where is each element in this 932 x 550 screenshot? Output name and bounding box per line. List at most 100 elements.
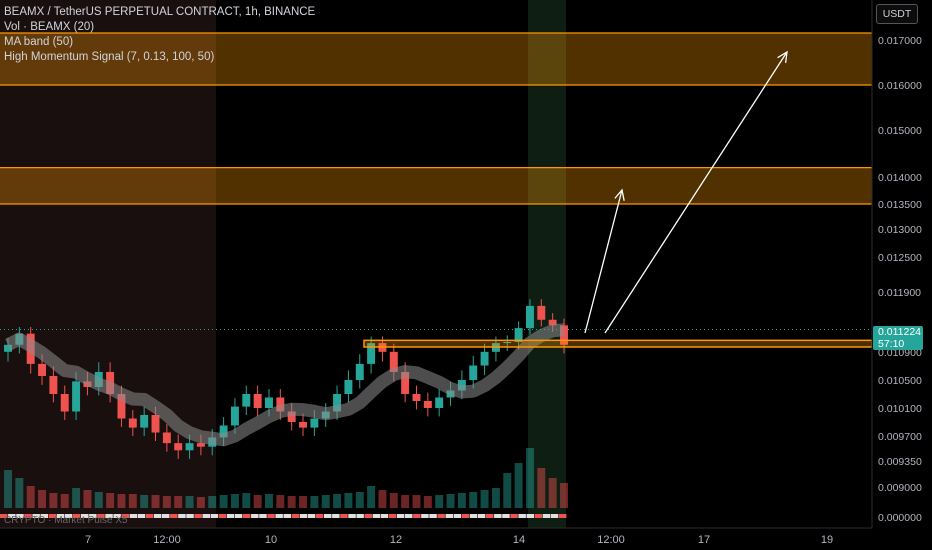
volume-bar (230, 494, 239, 508)
timeframe-strip-segment (259, 514, 267, 518)
y-tick-label: 0.010100 (878, 403, 922, 415)
target-arrow-2 (604, 51, 788, 334)
timeframe-strip-segment (558, 514, 567, 518)
candle-body (389, 351, 398, 372)
candle-body (72, 381, 81, 412)
session-shade-red (0, 0, 216, 528)
timeframe-strip-segment (502, 514, 510, 518)
timeframe-strip-segment (372, 514, 381, 518)
timeframe-strip-segment (226, 514, 235, 518)
y-tick-label: 0.000000 (878, 512, 922, 524)
y-tick-label: 0.017000 (878, 35, 922, 47)
candle-body (344, 380, 353, 394)
candle-body (253, 394, 262, 408)
volume-bar (457, 493, 466, 508)
volume-bar (389, 493, 398, 508)
volume-bar (503, 473, 512, 508)
volume-bar (321, 495, 330, 508)
legend-ma-band[interactable]: MA band (50) (4, 36, 74, 48)
timeframe-strip-segment (542, 514, 551, 518)
volume-bar (378, 490, 387, 508)
volume-bar (72, 488, 81, 508)
candle-body (525, 305, 534, 329)
timeframe-strip-segment (72, 514, 81, 518)
y-tick-label: 0.010900 (878, 347, 922, 359)
x-tick-label: 10 (265, 534, 277, 546)
watermark-text: CRYPTO · Market Pulse X5 (4, 515, 128, 526)
volume-bar (49, 493, 58, 508)
y-tick-label: 0.009700 (878, 431, 922, 443)
volume-bar (15, 478, 24, 508)
timeframe-strip-segment (291, 514, 300, 518)
candle-body (503, 342, 512, 344)
volume-bar (525, 448, 534, 508)
timeframe-strip-segment (421, 514, 429, 518)
price-axis-bg (872, 0, 932, 550)
candle-body (151, 415, 160, 433)
candle-body (287, 411, 296, 422)
candle-body (185, 443, 194, 451)
legend-signal[interactable]: High Momentum Signal (7, 0.13, 100, 50) (4, 51, 215, 63)
timeframe-strip-segment (194, 514, 202, 518)
timeframe-strip-segment (461, 514, 470, 518)
volume-bar (401, 495, 410, 508)
x-tick-label: 12:00 (153, 534, 181, 546)
volume-bar (185, 496, 194, 508)
x-tick-label: 17 (698, 534, 710, 546)
y-tick-label: 0.016000 (878, 80, 922, 92)
timeframe-strip-segment (299, 514, 308, 518)
candle-body (242, 394, 251, 407)
timeframe-strip-segment (40, 514, 48, 518)
timeframe-strip-segment (16, 514, 24, 518)
timeframe-strip-segment (307, 514, 316, 518)
candle-body (196, 443, 205, 447)
volume-bar (94, 492, 103, 508)
volume-bar (174, 496, 183, 508)
candle-body (276, 397, 285, 412)
volume-bar (128, 494, 137, 508)
timeframe-strip-segment (97, 514, 105, 518)
timeframe-strip-segment (186, 514, 194, 518)
legend-volume[interactable]: Vol · BEAMX (20) (4, 21, 95, 33)
timeframe-strip-segment (251, 514, 259, 518)
y-tick-label: 0.012500 (878, 252, 922, 264)
volume-bar (38, 490, 47, 508)
volume-bar (4, 470, 12, 508)
x-tick-label: 12:00 (597, 534, 625, 546)
volume-bar (491, 488, 500, 508)
timeframe-strip-segment (315, 514, 324, 518)
candle-body (162, 432, 171, 444)
timeframe-strip-segment (332, 514, 340, 518)
timeframe-strip-segment (32, 514, 40, 518)
timeframe-strip-segment (8, 514, 16, 518)
volume-bar (514, 463, 523, 508)
timeframe-strip-segment (396, 514, 405, 518)
candle-body (367, 343, 376, 364)
volume-bar (276, 495, 285, 508)
volume-bar (333, 494, 342, 508)
candle-body (174, 443, 183, 451)
timeframe-strip-segment (113, 514, 121, 518)
candle-body (117, 394, 126, 419)
volume-bar (355, 492, 364, 508)
volume-bar (423, 496, 432, 508)
volume-bar (83, 490, 92, 508)
volume-bar (412, 495, 421, 508)
timeframe-strip-segment (162, 514, 170, 518)
volume-bar (60, 494, 69, 508)
volume-bar (106, 493, 115, 508)
timeframe-strip-segment (56, 514, 65, 518)
timeframe-strip-segment (429, 514, 437, 518)
currency-button[interactable]: USDT (876, 4, 918, 24)
timeframe-strip-segment (81, 514, 89, 518)
volume-bar (140, 495, 149, 508)
y-tick-label: 0.010500 (878, 375, 922, 387)
timeframe-strip-segment (324, 514, 332, 518)
volume-bar (162, 496, 171, 508)
bar-countdown: 57:10 (878, 338, 905, 350)
timeframe-strip-segment (526, 514, 534, 518)
candle-body (140, 415, 149, 428)
candle-body (548, 319, 557, 326)
volume-bar (310, 496, 319, 508)
